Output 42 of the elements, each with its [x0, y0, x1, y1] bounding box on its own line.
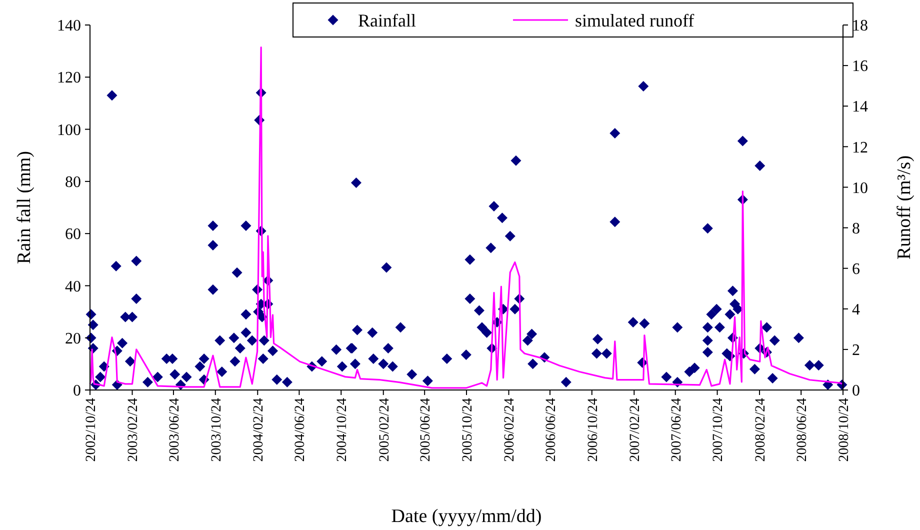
- x-tick-label: 2007/06/24: [669, 398, 684, 462]
- y2-tick-label: 6: [852, 260, 860, 278]
- y2-tick-label: 10: [852, 180, 868, 197]
- x-tick-label: 2008/02/24: [753, 398, 768, 462]
- x-tick-label: 2008/10/24: [836, 398, 852, 462]
- legend-label: Rainfall: [358, 10, 416, 30]
- x-tick-label: 2007/02/24: [628, 398, 644, 462]
- x-tick-label: 2003/10/24: [209, 398, 224, 462]
- x-tick-label: 2006/02/24: [502, 398, 518, 462]
- x-tick-label: 2008/06/24: [794, 398, 810, 462]
- x-tick-label: 2004/06/24: [293, 398, 308, 462]
- y-tick-label: 140: [57, 18, 81, 35]
- y2-tick-label: 2: [852, 342, 860, 360]
- y2-tick-label: 8: [852, 220, 860, 238]
- y2-tick-label: 16: [852, 58, 868, 76]
- x-tick-label: 2004/10/24: [335, 398, 350, 462]
- y-tick-label: 0: [73, 382, 81, 400]
- legend-label: simulated runoff: [575, 10, 694, 30]
- y-axis-title: Rain fall (mm): [14, 151, 35, 264]
- y-tick-label: 40: [65, 278, 81, 296]
- x-tick-label: 2005/02/24: [377, 398, 392, 462]
- x-tick-label: 2004/02/24: [252, 398, 267, 462]
- y2-tick-label: 14: [852, 98, 868, 116]
- y2-tick-label: 18: [852, 18, 868, 35]
- x-tick-label: 2005/06/24: [418, 398, 434, 462]
- x-axis-title: Date (yyyy/mm/dd): [391, 506, 542, 527]
- y2-tick-label: 12: [852, 139, 868, 156]
- x-tick-label: 2002/10/24: [84, 398, 99, 462]
- y-tick-label: 20: [65, 330, 81, 348]
- y-tick-label: 100: [57, 122, 81, 139]
- x-tick-label: 2005/10/24: [460, 398, 476, 462]
- x-tick-label: 2003/02/24: [126, 398, 142, 462]
- x-tick-label: 2003/06/24: [167, 398, 182, 462]
- y-tick-label: 120: [57, 70, 81, 87]
- x-tick-label: 2006/10/24: [586, 398, 601, 462]
- y2-axis-title: Runoff (m³/s): [894, 155, 915, 260]
- y-tick-label: 60: [65, 226, 81, 244]
- y2-tick-label: 4: [852, 301, 860, 318]
- y-tick-label: 80: [65, 174, 81, 192]
- y2-tick-label: 0: [852, 382, 860, 400]
- x-tick-label: 2007/10/24: [711, 398, 726, 462]
- x-tick-label: 2006/06/24: [544, 398, 559, 462]
